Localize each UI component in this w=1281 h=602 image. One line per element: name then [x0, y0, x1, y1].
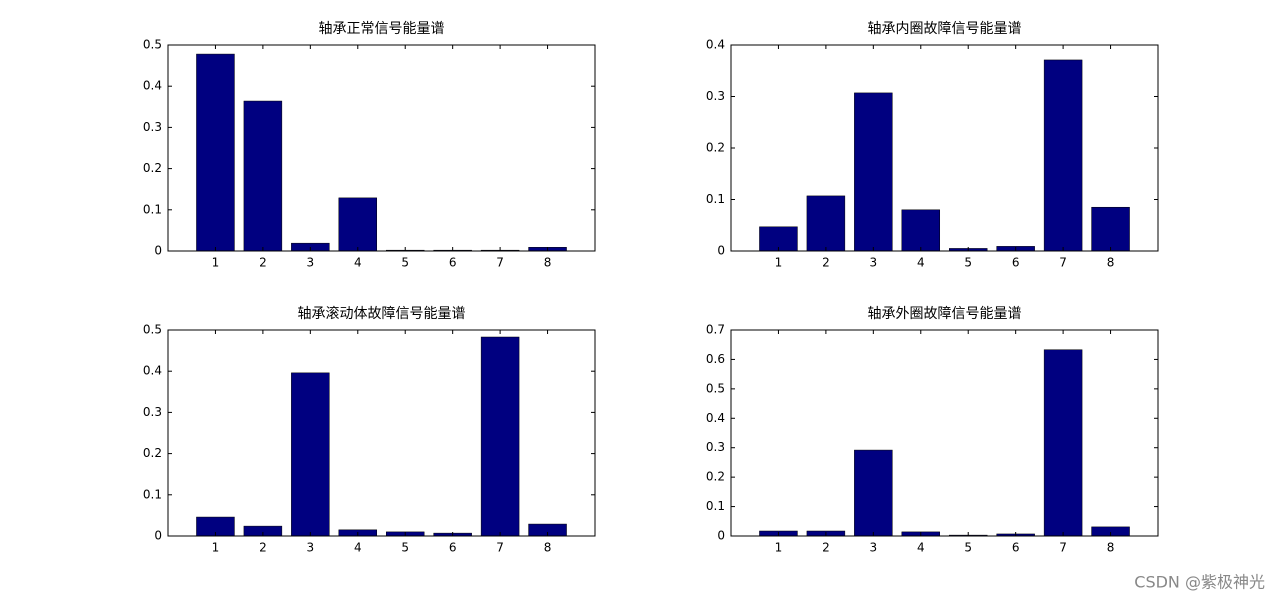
- x-tick-label: 2: [259, 256, 267, 270]
- x-tick-label: 6: [1012, 541, 1020, 555]
- axes-box: [730, 329, 1159, 537]
- x-tick-label: 8: [1107, 256, 1115, 270]
- x-tick-label: 7: [1059, 541, 1067, 555]
- x-tick-label: 6: [449, 256, 457, 270]
- bar: [806, 195, 846, 252]
- x-tick-label: 1: [775, 256, 783, 270]
- x-tick-label: 2: [822, 256, 830, 270]
- bar: [759, 226, 798, 252]
- bar: [901, 209, 941, 252]
- x-tick-label: 1: [212, 256, 220, 270]
- y-tick-label: 0.5: [143, 38, 162, 52]
- y-tick-label: 0.1: [706, 499, 725, 513]
- x-tick-label: 7: [496, 256, 504, 270]
- y-tick-label: 0.7: [706, 323, 725, 337]
- y-tick-label: 0.3: [706, 440, 725, 454]
- y-tick-label: 0.1: [143, 487, 162, 501]
- y-tick-label: 0.3: [143, 120, 162, 134]
- y-tick-label: 0.1: [706, 192, 725, 206]
- y-tick-label: 0.1: [143, 202, 162, 216]
- x-tick-label: 5: [401, 541, 409, 555]
- y-tick-label: 0.5: [706, 381, 725, 395]
- x-tick-label: 7: [1059, 256, 1067, 270]
- y-tick-label: 0: [154, 244, 162, 258]
- chart-title: 轴承外圈故障信号能量谱: [868, 306, 1022, 322]
- x-tick-label: 4: [354, 541, 362, 555]
- x-tick-label: 8: [544, 256, 552, 270]
- y-tick-label: 0.2: [706, 470, 725, 484]
- x-tick-label: 6: [1012, 256, 1020, 270]
- x-tick-label: 5: [964, 541, 972, 555]
- x-tick-label: 5: [964, 256, 972, 270]
- x-tick-label: 3: [870, 541, 878, 555]
- chart-title: 轴承滚动体故障信号能量谱: [298, 305, 466, 322]
- bar: [1091, 206, 1130, 252]
- bar: [291, 372, 330, 537]
- axes-box: [167, 329, 596, 537]
- y-tick-label: 0.2: [706, 141, 725, 155]
- x-tick-label: 8: [1107, 541, 1115, 555]
- y-tick-label: 0.2: [143, 161, 162, 175]
- bar: [243, 100, 283, 252]
- x-tick-label: 2: [259, 541, 267, 555]
- x-tick-label: 1: [212, 541, 220, 555]
- y-tick-label: 0.3: [706, 89, 725, 103]
- y-tick-label: 0.2: [143, 446, 162, 460]
- y-tick-label: 0: [717, 529, 725, 543]
- bar: [338, 197, 378, 252]
- y-tick-label: 0.4: [706, 411, 725, 425]
- y-tick-label: 0: [717, 244, 725, 258]
- x-tick-label: 3: [870, 256, 878, 270]
- bar: [196, 53, 235, 252]
- y-tick-label: 0.6: [706, 352, 725, 366]
- chart-title: 轴承内圈故障信号能量谱: [868, 21, 1022, 37]
- y-tick-label: 0.4: [143, 79, 162, 93]
- x-tick-label: 5: [401, 256, 409, 270]
- axes-box: [167, 44, 596, 252]
- bar: [1043, 349, 1083, 537]
- y-tick-label: 0.4: [143, 364, 162, 378]
- x-tick-label: 8: [544, 541, 552, 555]
- x-tick-label: 2: [822, 541, 830, 555]
- x-tick-label: 4: [917, 541, 925, 555]
- bar: [854, 449, 893, 537]
- x-tick-label: 3: [307, 256, 315, 270]
- bar: [480, 336, 520, 537]
- y-tick-label: 0.5: [143, 323, 162, 337]
- y-tick-label: 0: [154, 529, 162, 543]
- bar: [854, 92, 893, 252]
- x-tick-label: 7: [496, 541, 504, 555]
- x-tick-label: 4: [354, 256, 362, 270]
- bar: [1043, 59, 1083, 252]
- x-tick-label: 1: [775, 541, 783, 555]
- y-tick-label: 0.3: [143, 405, 162, 419]
- chart-title: 轴承正常信号能量谱: [319, 21, 445, 37]
- x-tick-label: 6: [449, 541, 457, 555]
- y-tick-label: 0.4: [706, 38, 725, 52]
- x-tick-label: 3: [307, 541, 315, 555]
- x-tick-label: 4: [917, 256, 925, 270]
- watermark: CSDN @紫极神光: [1134, 573, 1265, 592]
